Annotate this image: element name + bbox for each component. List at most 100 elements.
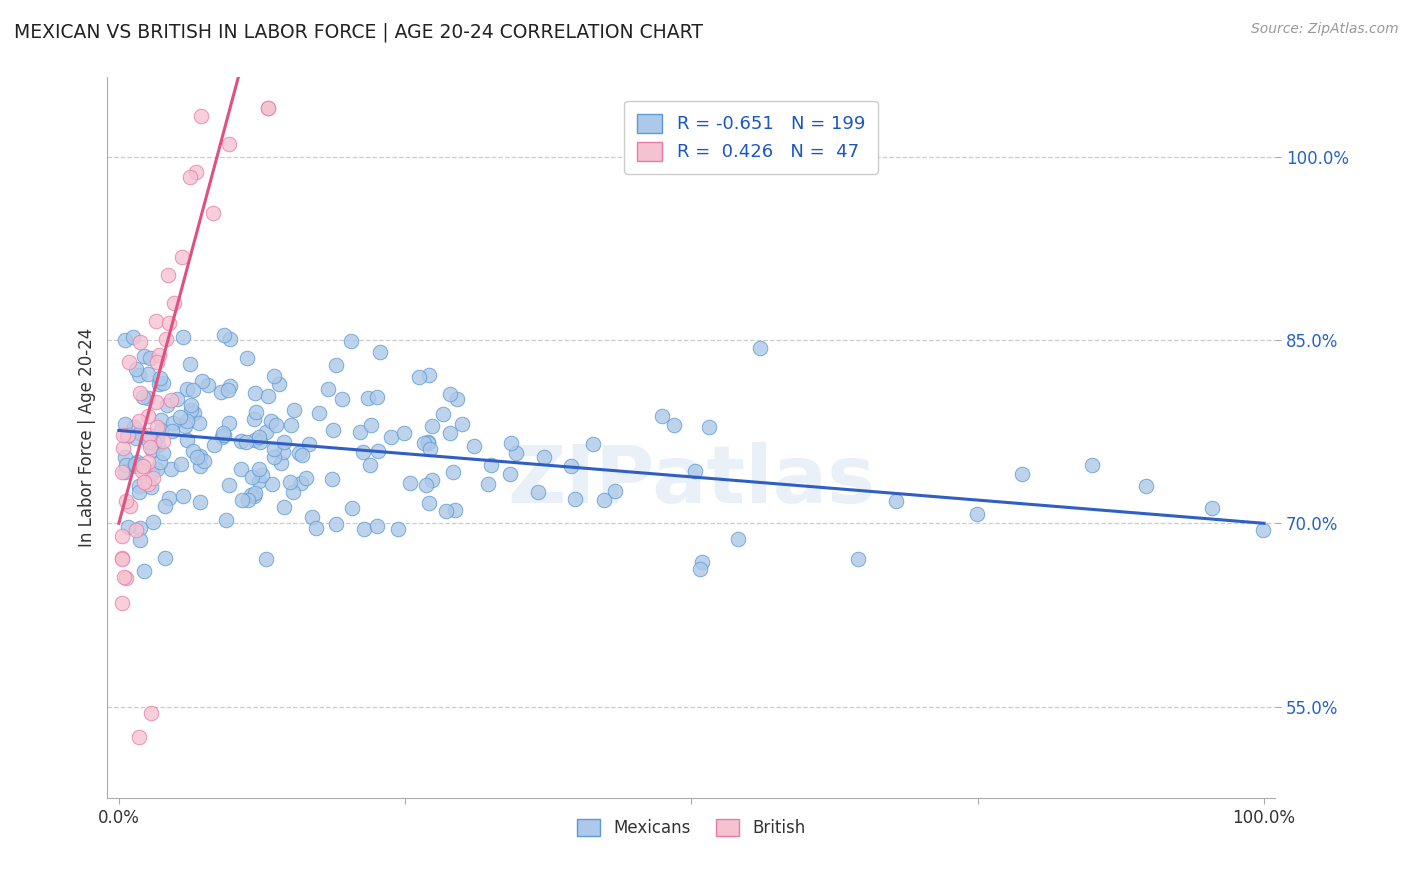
Point (136, 477, 159, 491)
Point (366, 519, 388, 533)
Point (267, 376, 290, 391)
Point (146, 462, 169, 476)
Point (305, 521, 328, 535)
Point (593, 493, 616, 508)
Point (218, 477, 240, 491)
Point (499, 467, 522, 481)
Point (340, 334, 363, 348)
Point (111, 551, 134, 566)
Point (128, 533, 150, 548)
Point (138, 409, 160, 423)
Point (240, 488, 263, 502)
Point (270, 457, 292, 471)
Point (664, 417, 686, 432)
Point (1135, 479, 1157, 493)
Point (243, 411, 266, 425)
Point (145, 395, 167, 409)
Point (418, 495, 440, 509)
Point (148, 348, 170, 362)
Point (139, 480, 162, 494)
Point (153, 499, 176, 513)
Point (139, 440, 162, 454)
Point (111, 596, 134, 610)
Point (846, 552, 869, 566)
Point (188, 458, 211, 473)
Point (212, 425, 235, 440)
Point (114, 450, 136, 464)
Point (157, 316, 180, 330)
Point (124, 457, 146, 471)
Point (283, 402, 305, 417)
Point (359, 458, 381, 472)
Point (387, 522, 409, 536)
Point (256, 101, 278, 115)
Point (749, 341, 772, 355)
Y-axis label: In Labor Force | Age 20-24: In Labor Force | Age 20-24 (79, 328, 96, 548)
Point (125, 431, 148, 445)
Point (152, 376, 174, 391)
Point (231, 434, 253, 448)
Point (463, 440, 485, 454)
Point (254, 425, 277, 439)
Point (146, 438, 169, 452)
Point (308, 406, 330, 420)
Point (152, 434, 174, 448)
Point (125, 455, 148, 469)
Point (352, 445, 374, 459)
Point (245, 386, 267, 401)
Point (262, 477, 284, 491)
Point (1081, 458, 1104, 472)
Point (146, 429, 169, 443)
Point (172, 489, 194, 503)
Point (202, 438, 225, 452)
Point (134, 564, 156, 578)
Point (142, 516, 165, 530)
Point (180, 398, 202, 412)
Point (263, 369, 285, 384)
Point (176, 382, 198, 396)
Point (157, 491, 180, 505)
Point (114, 465, 136, 479)
Point (298, 437, 321, 451)
Point (527, 485, 550, 500)
Point (163, 295, 186, 310)
Point (322, 423, 344, 437)
Point (420, 473, 443, 487)
Point (179, 169, 201, 184)
Point (115, 571, 138, 585)
Point (1201, 501, 1223, 516)
Point (243, 433, 266, 447)
Point (129, 386, 152, 401)
Point (651, 409, 673, 423)
Point (156, 268, 179, 282)
Point (260, 414, 283, 428)
Point (330, 392, 353, 406)
Point (188, 495, 211, 509)
Point (170, 458, 193, 472)
Point (418, 368, 440, 382)
Point (187, 416, 209, 430)
Point (201, 205, 224, 219)
Point (281, 484, 304, 499)
Point (432, 408, 454, 422)
Point (477, 477, 499, 491)
Point (146, 420, 169, 434)
Point (128, 730, 150, 744)
Text: MEXICAN VS BRITISH IN LABOR FORCE | AGE 20-24 CORRELATION CHART: MEXICAN VS BRITISH IN LABOR FORCE | AGE … (14, 22, 703, 42)
Point (120, 499, 142, 513)
Point (254, 551, 277, 566)
Point (399, 475, 422, 490)
Point (501, 436, 523, 450)
Point (128, 414, 150, 428)
Point (249, 434, 271, 449)
Point (252, 467, 274, 482)
Point (325, 358, 347, 372)
Point (141, 467, 163, 481)
Point (434, 504, 457, 518)
Point (181, 444, 204, 458)
Point (273, 435, 295, 450)
Point (141, 442, 163, 457)
Point (392, 426, 415, 441)
Point (301, 509, 323, 524)
Point (111, 551, 134, 566)
